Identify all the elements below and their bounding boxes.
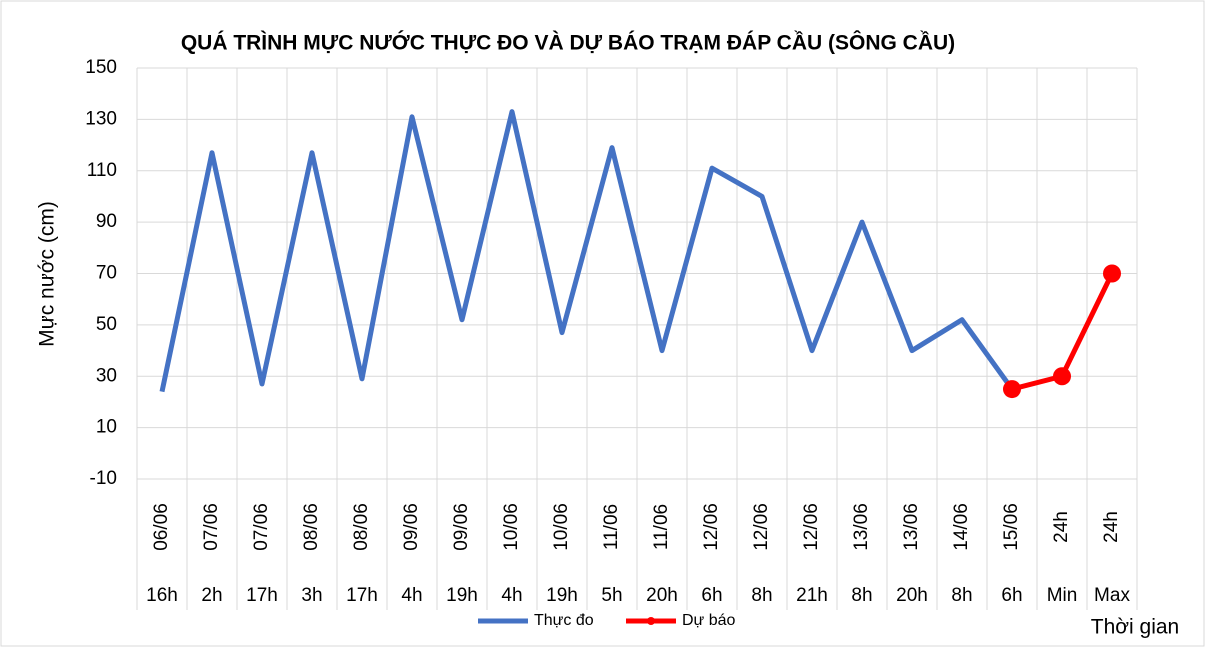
x-tick-label: 24h — [1051, 511, 1072, 543]
x-tick-label: 06/06 — [151, 503, 172, 551]
x-subtick-label: 4h — [401, 585, 422, 606]
legend-marker — [647, 617, 655, 625]
marker — [1103, 264, 1121, 283]
x-subtick-label: 19h — [546, 585, 578, 606]
x-tick-label: 09/06 — [401, 503, 422, 551]
x-axis-title: Thời gian — [1091, 616, 1179, 639]
line-series — [159, 109, 1015, 393]
x-subtick-label: 20h — [646, 585, 678, 606]
y-tick-label: 10 — [96, 417, 117, 438]
y-tick-label: -10 — [90, 468, 117, 489]
chart-title: QUÁ TRÌNH MỰC NƯỚC THỰC ĐO VÀ DỰ BÁO TRẠ… — [181, 31, 955, 55]
x-tick-label: 09/06 — [451, 503, 472, 551]
x-tick-label: 07/06 — [251, 503, 272, 551]
x-tick-label: 11/06 — [651, 504, 672, 550]
x-subtick-label: 6h — [1001, 585, 1022, 606]
marker — [1003, 380, 1021, 399]
x-tick-label: 08/06 — [351, 503, 372, 551]
y-tick-label: 90 — [96, 211, 117, 232]
y-tick-label: 110 — [87, 160, 117, 181]
y-tick-label: 30 — [96, 365, 117, 386]
x-tick-label: 15/06 — [1001, 503, 1022, 551]
x-tick-label: 13/06 — [851, 503, 872, 551]
y-tick-label: 50 — [96, 314, 117, 335]
legend-label: Dự báo — [682, 612, 736, 629]
y-tick-label: 70 — [96, 263, 117, 284]
x-tick-label: 12/06 — [701, 503, 722, 551]
x-subtick-label: 8h — [951, 585, 972, 606]
x-subtick-label: 16h — [146, 585, 178, 606]
legend-label: Thực đo — [534, 612, 594, 629]
x-subtick-label: 2h — [201, 585, 222, 606]
x-tick-label: 10/06 — [501, 503, 522, 551]
x-tick-label: 10/06 — [551, 503, 572, 551]
x-tick-label: 24h — [1101, 511, 1122, 543]
x-subtick-label: 21h — [796, 585, 828, 606]
y-tick-label: 150 — [85, 57, 117, 78]
x-subtick-label: Max — [1094, 585, 1130, 606]
x-tick-label: 12/06 — [751, 503, 772, 551]
x-subtick-label: 17h — [346, 585, 378, 606]
x-subtick-label: 17h — [246, 585, 278, 606]
x-subtick-label: 19h — [446, 585, 478, 606]
x-subtick-label: 6h — [701, 585, 722, 606]
x-tick-label: 11/06 — [601, 504, 622, 550]
x-subtick-label: 5h — [601, 585, 622, 606]
x-tick-label: 14/06 — [951, 503, 972, 551]
x-subtick-label: 8h — [751, 585, 772, 606]
x-subtick-label: 3h — [301, 585, 322, 606]
x-subtick-label: 4h — [501, 585, 522, 606]
x-subtick-label: 8h — [851, 585, 872, 606]
x-subtick-label: Min — [1047, 585, 1078, 606]
x-tick-label: 12/06 — [801, 503, 822, 551]
x-tick-label: 13/06 — [901, 503, 922, 551]
x-tick-label: 07/06 — [201, 503, 222, 551]
y-tick-label: 130 — [85, 108, 117, 129]
y-axis-title: Mực nước (cm) — [36, 201, 59, 347]
marker — [1053, 367, 1071, 386]
x-subtick-label: 20h — [896, 585, 928, 606]
x-tick-label: 08/06 — [301, 503, 322, 551]
